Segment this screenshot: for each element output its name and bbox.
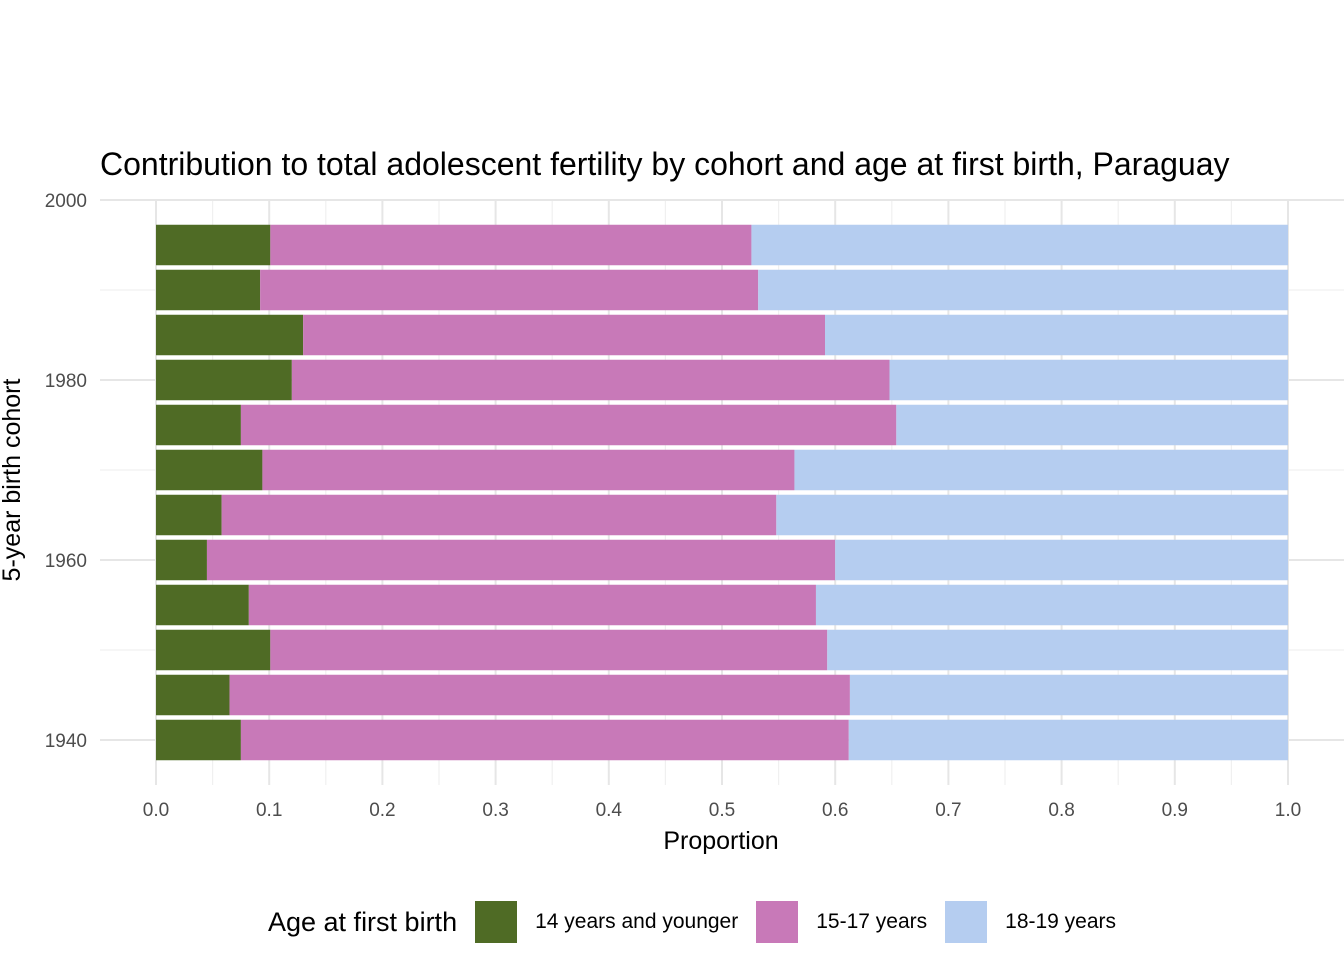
x-tick-label: 0.8 xyxy=(1048,800,1074,821)
bar-segment xyxy=(156,629,271,671)
bar-segment xyxy=(156,449,263,491)
bar-segment xyxy=(248,584,816,626)
bar-segment xyxy=(825,314,1288,356)
y-axis-title: 5-year birth cohort xyxy=(0,379,26,582)
legend-key xyxy=(475,901,518,943)
bar-segment xyxy=(240,719,849,761)
legend-label: 15-17 years xyxy=(816,910,928,933)
bar-segment xyxy=(156,224,271,266)
bar-segment xyxy=(270,224,752,266)
x-tick-label: 0.1 xyxy=(256,800,282,821)
legend-label: 18-19 years xyxy=(1005,910,1117,933)
bars xyxy=(156,224,1288,761)
y-tick-label: 1980 xyxy=(45,371,87,392)
bar-segment xyxy=(815,584,1288,626)
x-tick-label: 0.5 xyxy=(709,800,735,821)
bar-segment xyxy=(896,404,1288,446)
bar-segment xyxy=(835,539,1288,581)
legend-title: Age at first birth xyxy=(268,906,458,937)
legend-item: 18-19 years xyxy=(945,901,1116,943)
bar-segment xyxy=(262,449,795,491)
legend-label: 14 years and younger xyxy=(535,910,739,933)
bar-segment xyxy=(221,494,777,536)
y-tick-label: 1960 xyxy=(45,551,87,572)
bar-segment xyxy=(156,404,241,446)
legend: Age at first birth 14 years and younger 1… xyxy=(268,900,1134,944)
bar-segment xyxy=(827,629,1288,671)
bar-segment xyxy=(156,719,241,761)
bar-segment xyxy=(156,314,304,356)
legend-item: 15-17 years xyxy=(756,901,927,943)
y-tick-label: 2000 xyxy=(45,191,87,212)
y-tick-labels: 1940 1960 1980 2000 xyxy=(45,191,87,752)
x-tick-label: 0.0 xyxy=(143,800,169,821)
bar-segment xyxy=(776,494,1288,536)
bar-segment xyxy=(260,269,759,311)
chart-title: Contribution to total adolescent fertili… xyxy=(100,146,1230,182)
bar-segment xyxy=(849,674,1288,716)
x-tick-label: 0.2 xyxy=(369,800,395,821)
bar-segment xyxy=(156,584,249,626)
bar-segment xyxy=(206,539,836,581)
bar-segment xyxy=(270,629,828,671)
bar-segment xyxy=(156,269,261,311)
bar-segment xyxy=(889,359,1288,401)
bar-segment xyxy=(291,359,890,401)
x-tick-label: 0.7 xyxy=(935,800,961,821)
bar-segment xyxy=(156,359,292,401)
y-tick-label: 1940 xyxy=(45,731,87,752)
bar-segment xyxy=(229,674,850,716)
x-tick-label: 0.6 xyxy=(822,800,848,821)
bar-segment xyxy=(303,314,826,356)
bar-segment xyxy=(751,224,1288,266)
bar-segment xyxy=(794,449,1288,491)
bar-segment xyxy=(848,719,1288,761)
x-tick-label: 0.4 xyxy=(596,800,623,821)
x-axis-title: Proportion xyxy=(663,827,778,855)
bar-segment xyxy=(240,404,897,446)
x-tick-label: 0.9 xyxy=(1162,800,1188,821)
bar-segment xyxy=(156,494,222,536)
x-tick-labels: 0.0 0.1 0.2 0.3 0.4 0.5 0.6 0.7 0.8 0.9 1.0 xyxy=(143,800,1301,821)
legend-key xyxy=(756,901,799,943)
bar-segment xyxy=(156,539,207,581)
bar-segment xyxy=(758,269,1288,311)
x-tick-label: 1.0 xyxy=(1275,800,1301,821)
bar-segment xyxy=(156,674,230,716)
legend-item: 14 years and younger xyxy=(475,901,738,943)
x-tick-label: 0.3 xyxy=(482,800,508,821)
legend-key xyxy=(945,901,988,943)
